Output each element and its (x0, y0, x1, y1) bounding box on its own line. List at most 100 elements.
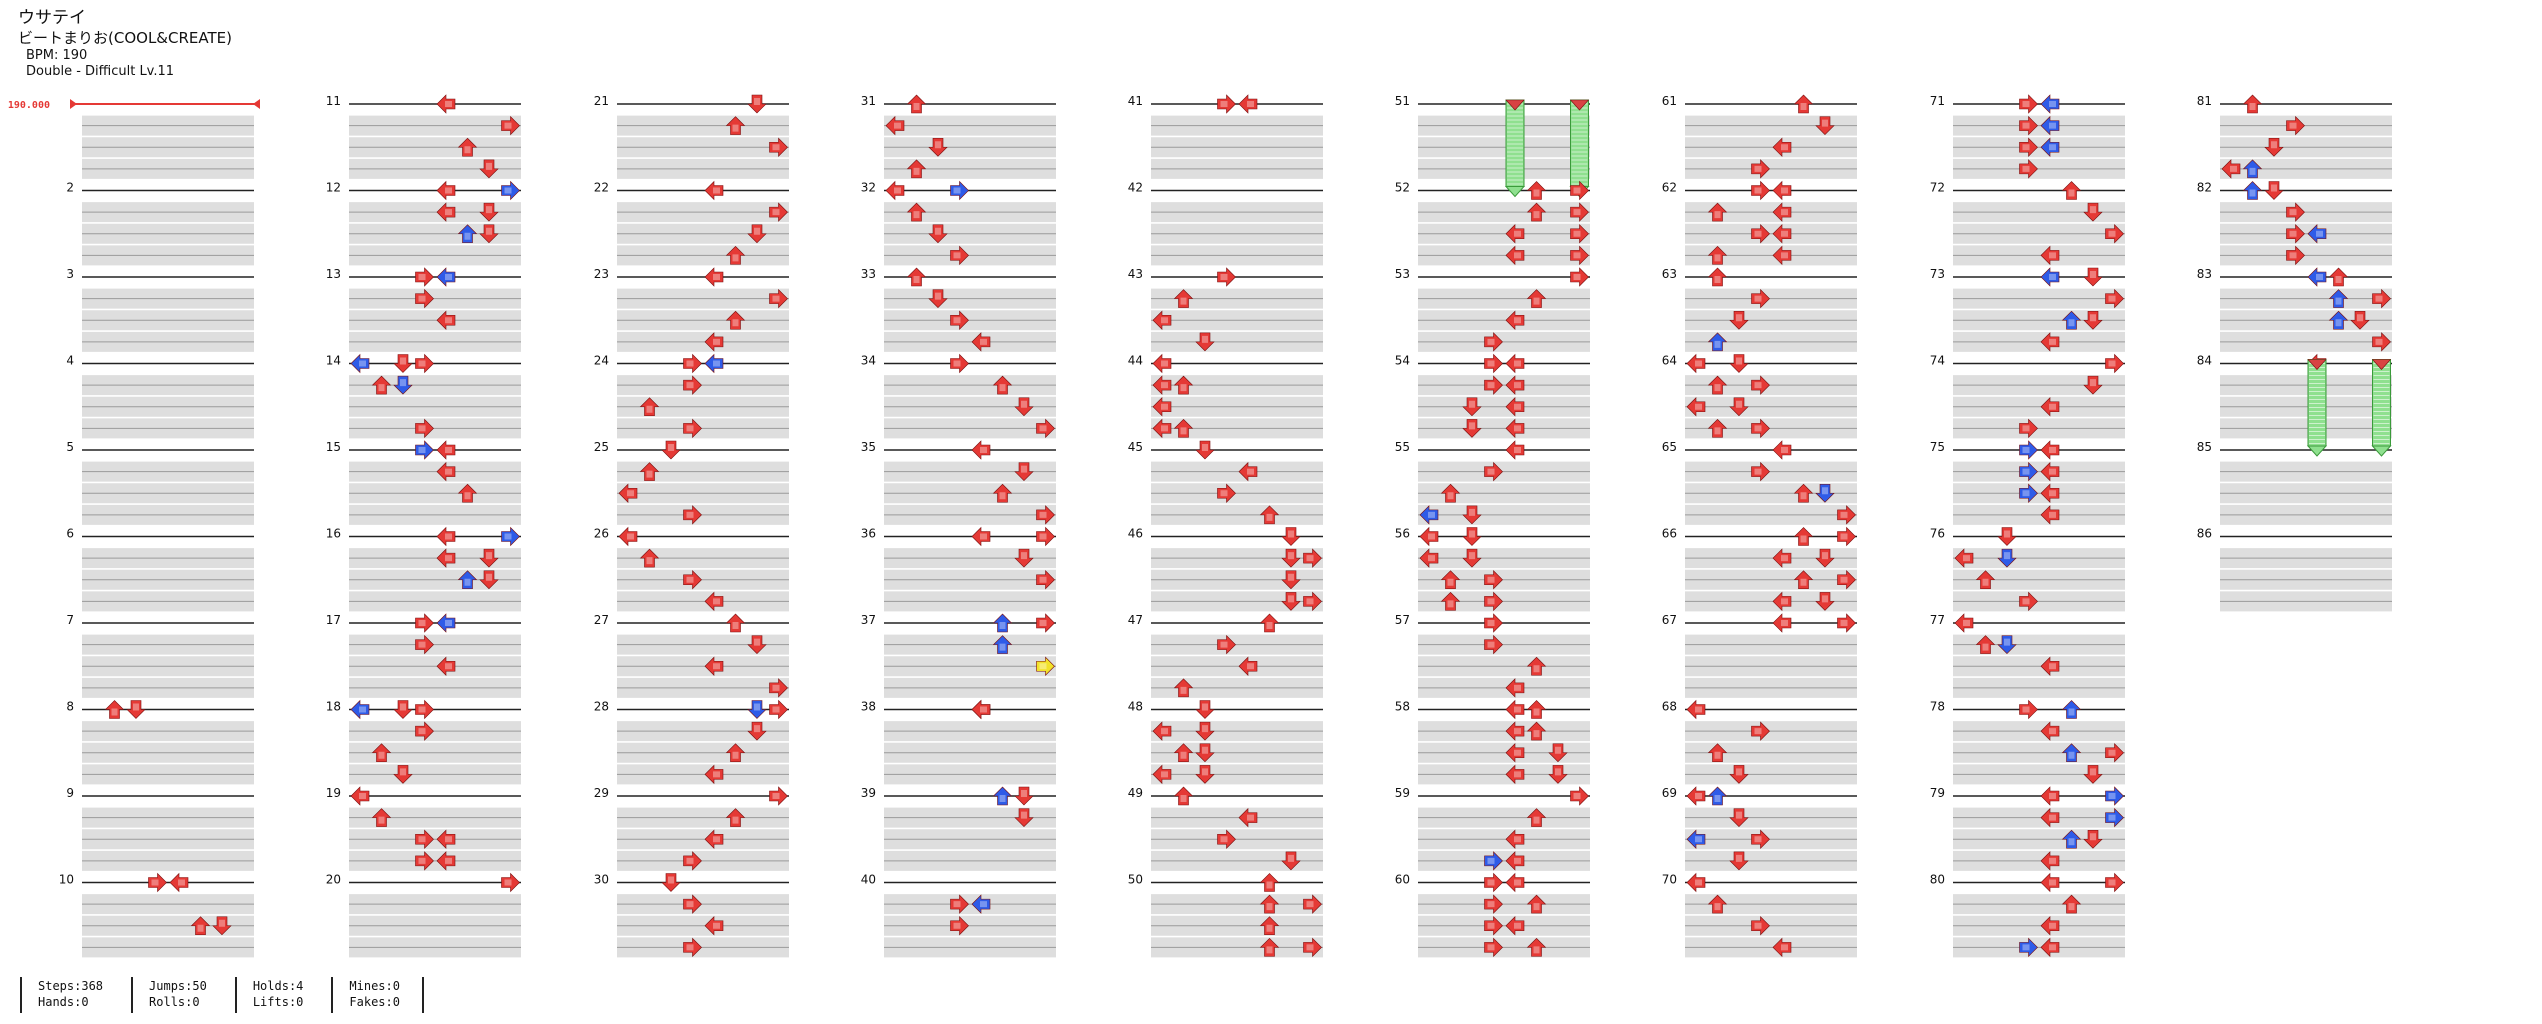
arrow-shine (1840, 533, 1848, 540)
measure-1 (82, 103, 254, 179)
arrow-note (1217, 94, 1236, 114)
arrow-body (1281, 570, 1301, 590)
arrow-note (1281, 570, 1301, 590)
arrow-note (1505, 829, 1525, 849)
arrow-note (2264, 181, 2284, 200)
arrow-body (2040, 245, 2060, 266)
arrow-body (1505, 375, 1525, 395)
arrow-shine (2049, 728, 2056, 735)
arrow-shine (1306, 901, 1314, 908)
measure-number: 68 (1662, 700, 1677, 714)
arrow-body (1751, 461, 1770, 482)
arrow-shine (2108, 230, 2116, 237)
arrow-body (2040, 461, 2060, 482)
arrow-shine (1781, 209, 1788, 216)
arrow-body (769, 137, 788, 157)
arrow-note (704, 916, 724, 936)
arrow-shine (1288, 552, 1294, 560)
arrow-body (1751, 288, 1770, 309)
arrow-shine (1822, 487, 1828, 495)
arrow-note (1195, 332, 1215, 352)
arrow-shine (646, 557, 653, 565)
measure-68: 68 (1662, 700, 1857, 785)
arrow-shine (1714, 254, 1721, 262)
arrow-body (415, 721, 434, 741)
measure-number: 77 (1930, 613, 1945, 627)
arrow-note (1707, 267, 1728, 287)
arrow-body (1772, 937, 1792, 958)
stat-value: Fakes:0 (349, 995, 400, 1009)
arrow-shine (2271, 141, 2277, 149)
arrow-body (1238, 807, 1258, 828)
arrow-note (1281, 548, 1301, 568)
arrow-shine (913, 276, 920, 283)
arrow-shine (772, 684, 780, 691)
arrow-shine (445, 209, 452, 216)
arrow-shine (2049, 490, 2056, 497)
arrow-shine (686, 857, 694, 864)
arrow-note (971, 894, 991, 914)
arrow-shine (999, 492, 1006, 500)
arrow-shine (2049, 144, 2056, 151)
arrow-shine (418, 706, 426, 713)
arrow-body (1686, 353, 1706, 374)
arrow-body (2019, 94, 2038, 114)
arrow-shine (1695, 360, 1702, 367)
arrow-body (1526, 721, 1547, 741)
arrow-shine (1180, 795, 1187, 802)
arrow-note (1217, 267, 1236, 287)
arrow-body (1484, 634, 1503, 655)
arrow-shine (1781, 252, 1788, 259)
arrow-shine (1800, 103, 1807, 110)
arrow-body (212, 916, 232, 936)
arrow-shine (2068, 189, 2075, 197)
arrow-note (2040, 397, 2060, 417)
arrow-shine (1573, 230, 1581, 237)
measure-number: 3 (66, 267, 74, 281)
arrow-body (1954, 548, 1974, 568)
arrow-note (1793, 94, 1814, 114)
measure-76: 76 (1930, 527, 2125, 612)
measure-number: 50 (1128, 873, 1143, 887)
arrow-note (906, 159, 927, 179)
arrow-note (2242, 94, 2263, 114)
arrow-note (704, 353, 724, 374)
arrow-body (436, 267, 456, 287)
arrow-body (1526, 700, 1547, 719)
measure-86: 86 (2197, 527, 2392, 612)
arrow-shine (1180, 686, 1187, 694)
arrow-body (2307, 224, 2327, 244)
arrow-note (2083, 202, 2103, 222)
arrow-body (2040, 332, 2060, 352)
arrow-shine (378, 384, 385, 392)
arrow-body (2040, 94, 2060, 114)
arrow-note (1997, 635, 2017, 655)
arrow-body (618, 483, 638, 503)
arrow-body (661, 440, 681, 460)
arrow-body (1462, 397, 1482, 417)
measure-number: 34 (861, 354, 876, 368)
arrow-shine (1180, 297, 1187, 305)
arrow-note (350, 786, 370, 806)
arrow-shine (980, 533, 987, 540)
arrow-shine (1714, 903, 1721, 911)
arrow-note (350, 699, 370, 720)
arrow-body (1484, 613, 1503, 633)
arrow-note (2083, 829, 2103, 849)
arrow-shine (754, 227, 760, 235)
arrow-shine (1487, 360, 1495, 367)
arrow-body (1815, 592, 1835, 611)
arrow-body (683, 937, 702, 958)
arrow-shine (935, 292, 941, 300)
arrow-body (1837, 570, 1856, 590)
hold-tail (2306, 445, 2328, 457)
arrow-body (1014, 548, 1034, 568)
arrow-shine (2289, 252, 2297, 259)
measure-number: 22 (594, 181, 609, 195)
arrow-body (1772, 180, 1792, 201)
arrow-note (371, 743, 392, 763)
arrow-note (1751, 180, 1770, 201)
arrow-body (436, 829, 456, 849)
arrow-shine (1266, 513, 1273, 521)
arrow-note (704, 764, 724, 785)
